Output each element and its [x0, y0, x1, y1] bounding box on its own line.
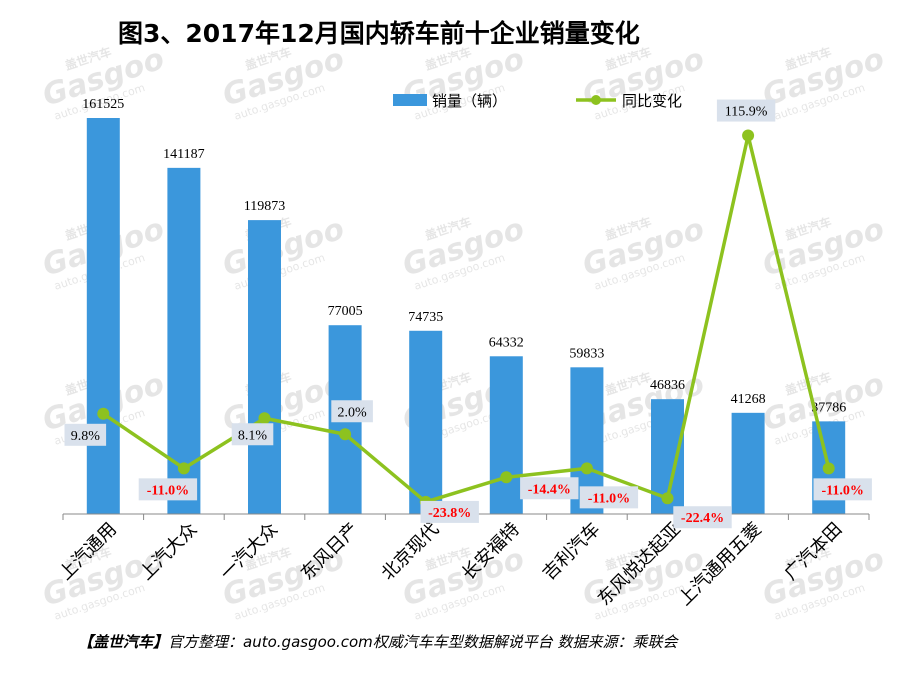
bar-value-label: 46836	[650, 378, 685, 393]
yoy-label: 2.0%	[338, 405, 368, 420]
yoy-point	[339, 428, 352, 441]
bar-value-label: 141187	[163, 147, 204, 162]
legend-bar-swatch	[393, 94, 427, 106]
yoy-label-bg	[420, 500, 479, 523]
yoy-label-bg	[231, 423, 274, 446]
yoy-label-bg	[579, 486, 639, 509]
legend-line-label: 同比变化	[622, 92, 682, 110]
bar-一汽大众	[248, 220, 281, 514]
yoy-point	[500, 471, 513, 484]
yoy-label-bg	[64, 423, 107, 446]
bar-上汽通用	[86, 118, 120, 514]
bar-上汽大众	[167, 167, 201, 514]
yoy-label: -14.4%	[528, 482, 571, 497]
footer-note: 【盖世汽车】官方整理：auto.gasgoo.com权威汽车车型数据解说平台 数…	[78, 631, 678, 652]
bar-北京现代	[409, 330, 443, 514]
yoy-label-bg	[716, 99, 776, 122]
yoy-label-bg	[813, 478, 872, 501]
yoy-label-bg	[138, 478, 198, 501]
legend: 销量（辆） 同比变化	[393, 92, 682, 110]
bar-value-label: 77005	[328, 304, 363, 319]
yoy-point	[177, 462, 190, 475]
bar-上汽通用五菱	[731, 412, 765, 514]
bar-长安福特	[489, 356, 523, 514]
line-series: 9.8% -11.0% 8.1% 2.0% -23.8% -14.4% -11.0% -22.…	[64, 99, 872, 529]
yoy-label: -11.0%	[588, 491, 630, 506]
yoy-point	[580, 462, 593, 475]
yoy-line	[102, 133, 831, 504]
yoy-point	[258, 412, 271, 425]
yoy-label: 8.1%	[238, 428, 268, 443]
yoy-point	[742, 129, 755, 142]
yoy-point	[97, 407, 110, 420]
bar-value-label: 74735	[408, 310, 443, 325]
yoy-label: -11.0%	[147, 483, 189, 498]
yoy-label: 115.9%	[725, 105, 768, 120]
bar-value-label: 64332	[489, 335, 524, 350]
bar-value-label: 119873	[244, 199, 285, 214]
yoy-label: -23.8%	[428, 506, 471, 521]
legend-line-marker	[591, 95, 601, 105]
yoy-label-bg	[520, 477, 579, 500]
yoy-label: -11.0%	[822, 483, 864, 498]
bar-value-label: 161525	[82, 97, 124, 112]
bar-value-label: 41268	[731, 392, 766, 407]
bar-value-label: 59833	[569, 346, 604, 361]
yoy-point	[661, 492, 674, 505]
yoy-label: 9.8%	[71, 429, 101, 444]
yoy-label: -22.4%	[681, 511, 724, 526]
yoy-label-bg	[673, 506, 732, 529]
chart-title: 图3、2017年12月国内轿车前十企业销量变化	[118, 19, 640, 48]
footer-text: 官方整理：auto.gasgoo.com权威汽车车型数据解说平台 数据来源：乘联…	[168, 633, 678, 651]
yoy-point	[822, 462, 835, 475]
bar-series: 161525 141187 119873 77005 74735 64332 59833 46…	[82, 97, 846, 514]
yoy-label-bg	[331, 400, 373, 423]
footer-brand: 【盖世汽车】	[78, 633, 169, 651]
legend-bar-label: 销量（辆）	[432, 92, 507, 110]
bar-value-label: 37786	[811, 400, 846, 415]
